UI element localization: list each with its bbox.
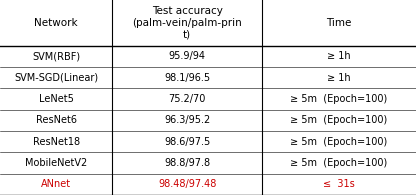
Text: Time: Time bbox=[327, 18, 352, 28]
Text: ≥ 1h: ≥ 1h bbox=[327, 51, 351, 61]
Text: 98.48/97.48: 98.48/97.48 bbox=[158, 179, 216, 189]
Text: ≥ 5m  (Epoch=100): ≥ 5m (Epoch=100) bbox=[290, 94, 388, 104]
Text: ≥ 5m  (Epoch=100): ≥ 5m (Epoch=100) bbox=[290, 137, 388, 147]
Text: 98.8/97.8: 98.8/97.8 bbox=[164, 158, 210, 168]
Bar bbox=[0, 0, 416, 46]
Bar bbox=[0, 110, 416, 131]
Text: ANnet: ANnet bbox=[41, 179, 71, 189]
Bar bbox=[0, 152, 416, 174]
Bar bbox=[0, 67, 416, 89]
Text: Test accuracy
(palm-vein/palm-prin
t): Test accuracy (palm-vein/palm-prin t) bbox=[132, 6, 242, 40]
Text: 95.9/94: 95.9/94 bbox=[169, 51, 206, 61]
Text: ResNet6: ResNet6 bbox=[36, 115, 77, 125]
Text: ≥ 5m  (Epoch=100): ≥ 5m (Epoch=100) bbox=[290, 158, 388, 168]
Bar bbox=[0, 46, 416, 67]
Text: ≥ 5m  (Epoch=100): ≥ 5m (Epoch=100) bbox=[290, 115, 388, 125]
Text: Network: Network bbox=[35, 18, 78, 28]
Text: SVM(RBF): SVM(RBF) bbox=[32, 51, 80, 61]
Text: 75.2/70: 75.2/70 bbox=[168, 94, 206, 104]
Text: ResNet18: ResNet18 bbox=[32, 137, 80, 147]
Bar bbox=[0, 89, 416, 110]
Bar bbox=[0, 131, 416, 152]
Text: 96.3/95.2: 96.3/95.2 bbox=[164, 115, 210, 125]
Text: 98.1/96.5: 98.1/96.5 bbox=[164, 73, 210, 83]
Text: LeNet5: LeNet5 bbox=[39, 94, 74, 104]
Bar bbox=[0, 174, 416, 195]
Text: SVM-SGD(Linear): SVM-SGD(Linear) bbox=[14, 73, 98, 83]
Text: 98.6/97.5: 98.6/97.5 bbox=[164, 137, 210, 147]
Text: MobileNetV2: MobileNetV2 bbox=[25, 158, 87, 168]
Text: ≥ 1h: ≥ 1h bbox=[327, 73, 351, 83]
Text: ≤  31s: ≤ 31s bbox=[323, 179, 355, 189]
